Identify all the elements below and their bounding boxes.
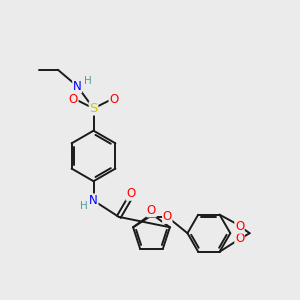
Text: O: O — [109, 93, 119, 106]
Text: O: O — [235, 232, 244, 245]
Text: N: N — [73, 80, 82, 93]
Text: H: H — [80, 201, 88, 211]
Text: S: S — [89, 102, 98, 115]
Text: O: O — [69, 93, 78, 106]
Text: N: N — [89, 194, 98, 207]
Text: H: H — [84, 76, 92, 86]
Text: O: O — [235, 220, 244, 233]
Text: O: O — [163, 210, 172, 223]
Text: O: O — [147, 204, 156, 217]
Text: O: O — [126, 187, 135, 200]
